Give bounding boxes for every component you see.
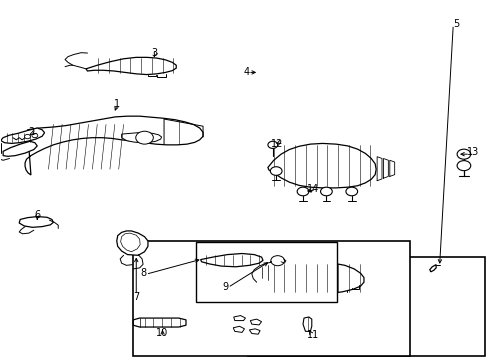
Polygon shape (133, 318, 185, 327)
Circle shape (320, 187, 331, 196)
Circle shape (136, 131, 153, 144)
Text: 6: 6 (34, 210, 40, 220)
Text: 11: 11 (306, 330, 318, 340)
Polygon shape (121, 233, 140, 252)
Bar (133, 241, 409, 356)
Text: 1: 1 (113, 99, 120, 109)
Circle shape (270, 167, 282, 175)
Circle shape (32, 134, 38, 138)
Polygon shape (303, 317, 311, 331)
Text: 7: 7 (133, 292, 139, 302)
Text: 14: 14 (306, 184, 318, 194)
Circle shape (270, 256, 284, 266)
Polygon shape (0, 128, 44, 143)
Polygon shape (3, 141, 37, 156)
Bar (248, 257, 484, 356)
Polygon shape (250, 319, 261, 325)
Circle shape (24, 134, 30, 139)
Circle shape (456, 161, 470, 171)
Text: 9: 9 (222, 282, 228, 292)
Text: 2: 2 (28, 127, 34, 136)
Text: 4: 4 (244, 67, 249, 77)
Polygon shape (233, 326, 244, 332)
Polygon shape (86, 57, 176, 75)
Polygon shape (117, 231, 148, 255)
Polygon shape (25, 116, 203, 175)
Text: 5: 5 (452, 19, 459, 29)
Polygon shape (267, 143, 375, 188)
Circle shape (297, 187, 308, 196)
Polygon shape (200, 253, 263, 267)
Bar (195, 242, 336, 302)
Text: 12: 12 (270, 139, 282, 149)
Polygon shape (249, 329, 260, 334)
Polygon shape (122, 133, 161, 143)
Circle shape (456, 149, 470, 159)
Polygon shape (19, 217, 53, 227)
Text: 13: 13 (466, 147, 478, 157)
Text: 8: 8 (140, 268, 146, 278)
Circle shape (267, 141, 277, 148)
Polygon shape (233, 316, 245, 320)
Circle shape (345, 187, 357, 196)
Text: 3: 3 (151, 48, 158, 58)
Polygon shape (429, 265, 435, 272)
Polygon shape (256, 262, 363, 293)
Text: 10: 10 (155, 328, 167, 338)
